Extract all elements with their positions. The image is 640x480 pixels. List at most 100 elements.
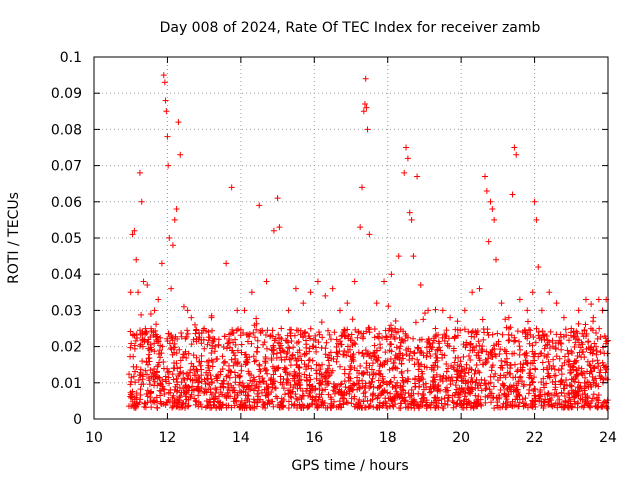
data-point (423, 354, 430, 361)
data-point (388, 341, 395, 348)
data-point (177, 357, 184, 364)
data-point (489, 346, 496, 353)
data-point (564, 347, 571, 354)
data-point (484, 329, 491, 336)
data-point (292, 391, 299, 398)
data-point (244, 338, 251, 345)
data-point (439, 334, 446, 341)
data-point (386, 380, 393, 387)
data-point (572, 373, 579, 380)
data-point (393, 344, 400, 351)
data-point (285, 339, 292, 346)
data-point (450, 399, 457, 406)
data-point (164, 369, 171, 376)
data-point (208, 391, 215, 398)
data-point (248, 289, 255, 296)
data-point (547, 328, 554, 335)
data-point (307, 325, 314, 332)
data-point (582, 374, 589, 381)
data-point (579, 330, 586, 337)
data-point (480, 336, 487, 343)
data-point (573, 367, 580, 374)
data-point (201, 325, 208, 332)
x-tick-label: 14 (232, 430, 250, 446)
data-point (184, 375, 191, 382)
data-point (214, 355, 221, 362)
data-point (565, 350, 572, 357)
data-point (153, 368, 160, 375)
data-point (155, 350, 162, 357)
data-point (382, 349, 389, 356)
data-point (594, 357, 601, 364)
data-point (512, 374, 519, 381)
data-point (483, 385, 490, 392)
data-point (231, 395, 238, 402)
data-point (234, 307, 241, 314)
data-point (278, 325, 285, 332)
data-point (304, 402, 311, 409)
y-tick-label: 0.03 (51, 303, 82, 319)
data-point (368, 354, 375, 361)
data-point (588, 346, 595, 353)
data-point (276, 224, 283, 231)
data-point (285, 344, 292, 351)
data-point (250, 374, 257, 381)
data-point (395, 253, 402, 260)
data-point (267, 333, 274, 340)
data-point (177, 393, 184, 400)
data-point (511, 144, 518, 151)
data-point (571, 343, 578, 350)
data-point (188, 314, 195, 321)
data-point (268, 346, 275, 353)
data-point (389, 383, 396, 390)
data-point (492, 370, 499, 377)
data-point (407, 348, 414, 355)
data-point (450, 404, 457, 411)
data-point (371, 342, 378, 349)
data-point (338, 380, 345, 387)
data-point (535, 263, 542, 270)
data-point (165, 330, 172, 337)
data-point (207, 399, 214, 406)
data-point (366, 385, 373, 392)
data-point (411, 376, 418, 383)
data-point (456, 372, 463, 379)
data-point (195, 392, 202, 399)
data-point (471, 334, 478, 341)
data-point (327, 336, 334, 343)
data-point (306, 332, 313, 339)
data-point (552, 386, 559, 393)
data-point (151, 340, 158, 347)
data-point (195, 330, 202, 337)
data-point (150, 397, 157, 404)
data-point (195, 336, 202, 343)
data-point (553, 300, 560, 307)
data-point (264, 391, 271, 398)
data-point (336, 307, 343, 314)
data-point (191, 372, 198, 379)
data-point (380, 389, 387, 396)
data-point (185, 372, 192, 379)
data-point (223, 260, 230, 267)
data-point (415, 373, 422, 380)
data-point (426, 339, 433, 346)
data-point (208, 314, 215, 321)
data-point (288, 355, 295, 362)
data-point (524, 318, 531, 325)
data-point (338, 341, 345, 348)
data-point (392, 325, 399, 332)
data-point (333, 358, 340, 365)
data-point (187, 367, 194, 374)
data-point (590, 364, 597, 371)
data-point (483, 187, 490, 194)
data-point (586, 361, 593, 368)
data-point (178, 329, 185, 336)
data-point (257, 327, 264, 334)
data-point (132, 379, 139, 386)
data-point (587, 381, 594, 388)
data-point (541, 399, 548, 406)
data-point (551, 372, 558, 379)
data-point (142, 367, 149, 374)
data-point (346, 390, 353, 397)
data-point (503, 324, 510, 331)
